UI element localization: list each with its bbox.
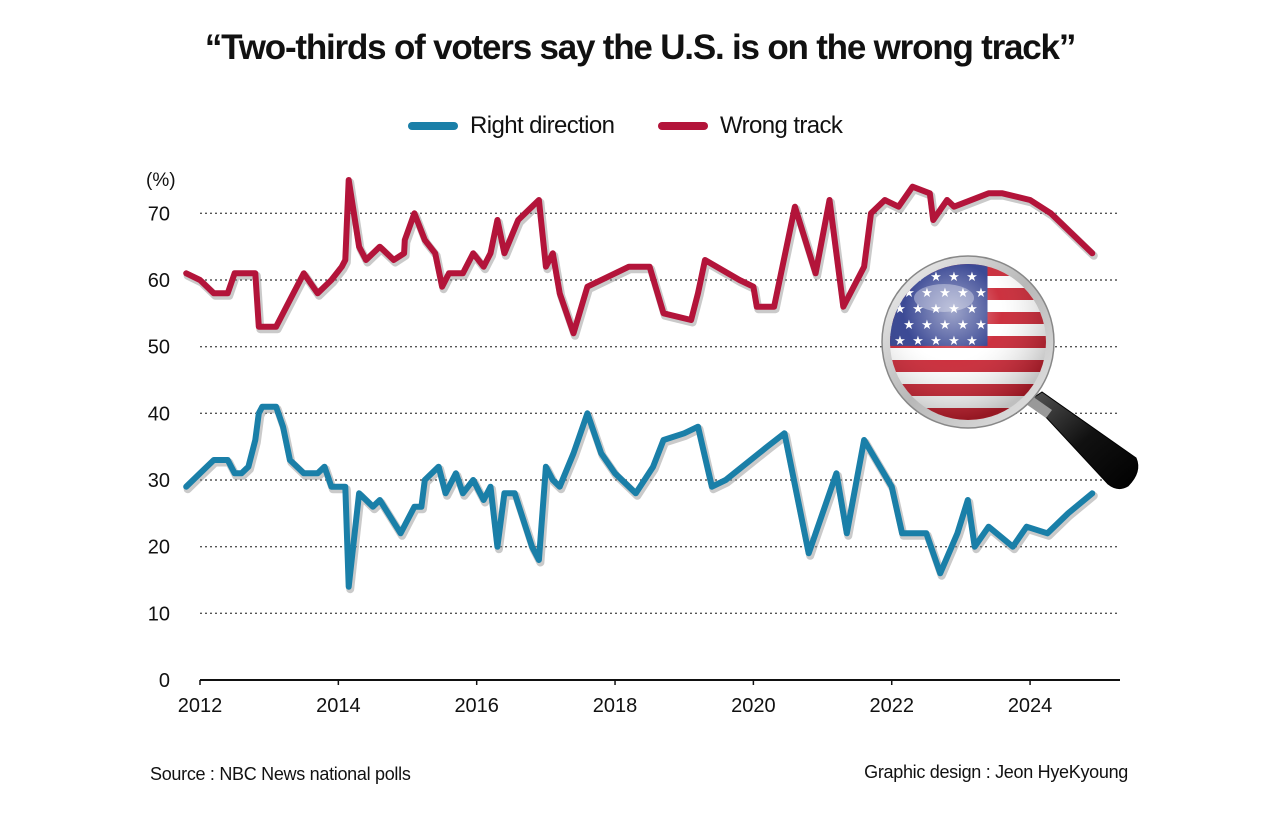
x-tick-label-2024: 2024	[1008, 695, 1053, 717]
x-tick-label-2016: 2016	[454, 695, 499, 717]
series-lines	[183, 177, 1098, 594]
design-credit: Graphic design : Jeon HyeKyoung	[864, 762, 1128, 782]
source-note: Source : NBC News national polls	[150, 764, 411, 784]
x-tick-label-2014: 2014	[316, 695, 361, 717]
legend: Right direction Wrong track	[0, 108, 1280, 144]
y-axis-unit-label: (%)	[146, 170, 176, 191]
y-tick-label-30: 30	[148, 470, 170, 492]
x-tick-label-2018: 2018	[593, 695, 638, 717]
y-tick-label-70: 70	[148, 203, 170, 225]
x-tick-label-2012: 2012	[178, 695, 223, 717]
legend-swatch-wrong-track	[658, 122, 708, 130]
magnifier-handle	[1029, 391, 1139, 490]
x-tick-label-2022: 2022	[869, 695, 914, 717]
y-tick-label-60: 60	[148, 270, 170, 292]
magnifier-neck	[1026, 396, 1052, 418]
legend-item-wrong-track: Wrong track	[658, 108, 843, 144]
legend-label-wrong-track: Wrong track	[720, 112, 843, 139]
legend-swatch-right-direction	[408, 122, 458, 130]
lens-highlight	[914, 284, 974, 312]
flag-star-icon: ★	[894, 270, 906, 285]
series-line-right-direction	[183, 403, 1096, 590]
series-shadow-right-direction	[183, 405, 1098, 594]
y-tick-label-0: 0	[159, 670, 170, 692]
chart-title: “Two-thirds of voters say the U.S. is on…	[204, 28, 1076, 67]
y-tick-label-40: 40	[148, 403, 170, 425]
series-line-wrong-track	[183, 177, 1096, 337]
y-tick-label-10: 10	[148, 603, 170, 625]
y-tick-label-20: 20	[148, 537, 170, 559]
lens-gloss	[890, 264, 1046, 420]
us-flag-magnifying-glass-icon: ★★★★★★★★★★★★★★★★★★★★★★★★★	[881, 255, 1139, 490]
legend-item-right-direction: Right direction	[408, 108, 615, 144]
y-tick-label-50: 50	[148, 337, 170, 359]
x-tick-label-2020: 2020	[731, 695, 776, 717]
legend-label-right-direction: Right direction	[470, 112, 615, 139]
axes: 0 10 20 30 40 50 60 70 2012 2014 2016 2018 2020 2022 2…	[148, 203, 1120, 717]
